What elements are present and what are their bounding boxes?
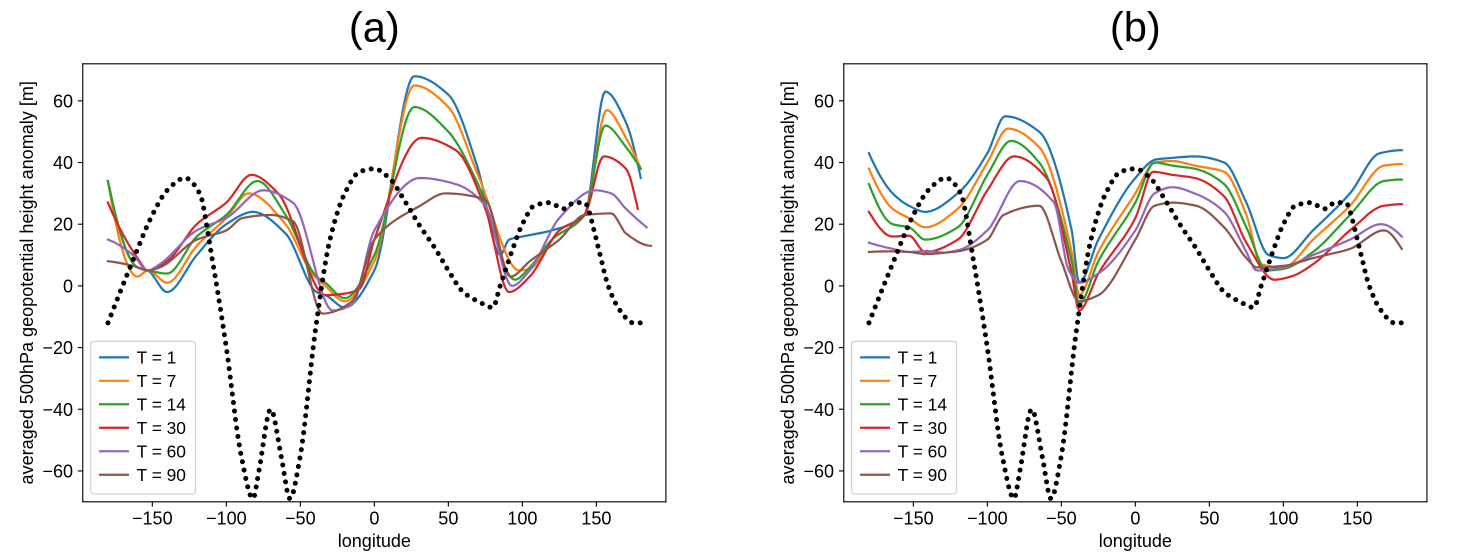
svg-text:100: 100 <box>1268 509 1298 529</box>
svg-text:50: 50 <box>1199 509 1219 529</box>
svg-text:T = 60: T = 60 <box>898 441 947 461</box>
svg-text:20: 20 <box>53 215 73 235</box>
svg-text:150: 150 <box>1342 509 1372 529</box>
svg-text:T = 30: T = 30 <box>898 418 947 438</box>
svg-text:T = 7: T = 7 <box>898 371 938 391</box>
svg-text:T = 7: T = 7 <box>137 371 177 391</box>
svg-text:−40: −40 <box>803 400 834 420</box>
svg-text:40: 40 <box>814 153 834 173</box>
svg-text:40: 40 <box>53 153 73 173</box>
svg-text:T = 1: T = 1 <box>137 347 177 367</box>
svg-text:150: 150 <box>581 509 611 529</box>
svg-text:−60: −60 <box>42 461 73 481</box>
svg-text:−100: −100 <box>206 509 247 529</box>
svg-text:longitude: longitude <box>338 531 411 551</box>
svg-text:−100: −100 <box>967 509 1008 529</box>
svg-text:50: 50 <box>438 509 458 529</box>
svg-text:−150: −150 <box>132 509 173 529</box>
svg-text:−50: −50 <box>285 509 316 529</box>
svg-text:0: 0 <box>63 276 73 296</box>
svg-text:−60: −60 <box>803 461 834 481</box>
svg-text:−20: −20 <box>42 338 73 358</box>
svg-text:T = 90: T = 90 <box>137 465 186 485</box>
svg-text:0: 0 <box>369 509 379 529</box>
svg-text:60: 60 <box>814 91 834 111</box>
svg-text:−50: −50 <box>1046 509 1077 529</box>
svg-text:20: 20 <box>814 215 834 235</box>
svg-text:longitude: longitude <box>1099 531 1172 551</box>
svg-text:T = 14: T = 14 <box>137 394 187 414</box>
svg-text:100: 100 <box>507 509 537 529</box>
svg-text:T = 60: T = 60 <box>137 441 186 461</box>
svg-text:−40: −40 <box>42 400 73 420</box>
svg-text:averaged 500hPa geopotential h: averaged 500hPa geopotential height anom… <box>778 81 798 484</box>
svg-text:−150: −150 <box>893 509 934 529</box>
svg-text:averaged 500hPa geopotential h: averaged 500hPa geopotential height anom… <box>17 81 37 484</box>
svg-text:T = 1: T = 1 <box>898 347 938 367</box>
svg-text:(b): (b) <box>1110 4 1161 51</box>
svg-text:0: 0 <box>824 276 834 296</box>
svg-text:0: 0 <box>1130 509 1140 529</box>
svg-text:T = 30: T = 30 <box>137 418 186 438</box>
svg-text:60: 60 <box>53 91 73 111</box>
svg-text:T = 90: T = 90 <box>898 465 947 485</box>
svg-text:−20: −20 <box>803 338 834 358</box>
svg-text:(a): (a) <box>349 4 400 51</box>
svg-text:T = 14: T = 14 <box>898 394 948 414</box>
